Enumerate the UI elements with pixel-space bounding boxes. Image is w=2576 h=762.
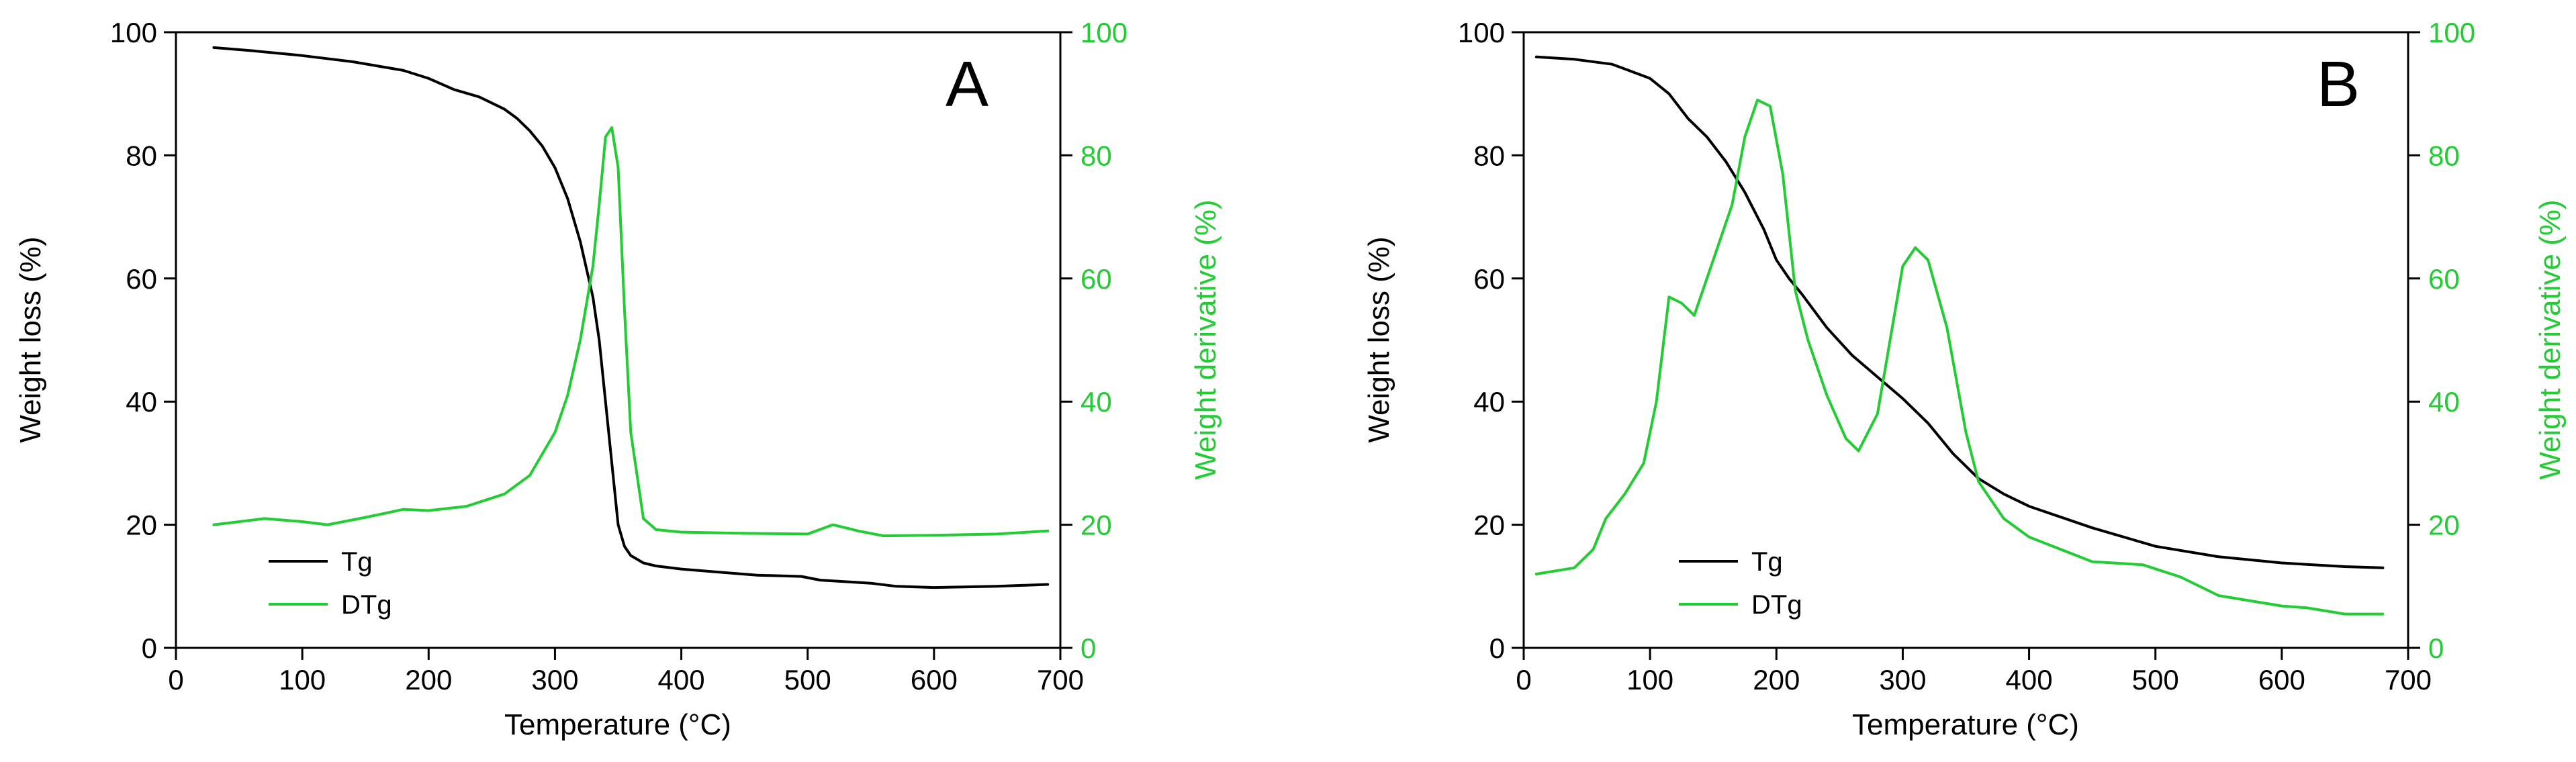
x-tick-label: 500 bbox=[2132, 664, 2179, 696]
x-tick-label: 400 bbox=[2006, 664, 2053, 696]
right-y-axis-ticks: 0 20 40 60 80 100 bbox=[2408, 17, 2475, 664]
left-y-tick-label: 80 bbox=[126, 140, 157, 171]
left-y-tick-label: 100 bbox=[110, 17, 157, 48]
chart-panel-b: 0 100 200 300 400 500 600 700 0 20 40 60 80 100 0 20 4… bbox=[1363, 17, 2567, 741]
series-layer bbox=[212, 46, 1050, 589]
right-y-tick-label: 0 bbox=[2428, 632, 2444, 664]
x-tick-label: 100 bbox=[279, 664, 326, 696]
x-tick-label: 300 bbox=[531, 664, 578, 696]
right-y-tick-label: 40 bbox=[2428, 386, 2460, 418]
right-y-tick-label: 60 bbox=[1080, 263, 1112, 295]
plot-frame bbox=[1522, 31, 2409, 649]
right-y-tick-label: 40 bbox=[1080, 386, 1112, 418]
right-y-tick-label: 0 bbox=[1080, 632, 1096, 664]
left-y-tick-label: 0 bbox=[142, 632, 157, 664]
x-tick-label: 200 bbox=[405, 664, 452, 696]
left-y-tick-label: 60 bbox=[1473, 263, 1505, 295]
series-line-tg bbox=[1534, 55, 2385, 569]
left-y-axis-ticks: 0 20 40 60 80 100 bbox=[1458, 17, 1524, 664]
left-y-tick-label: 60 bbox=[126, 263, 157, 295]
left-y-tick-label: 20 bbox=[126, 510, 157, 541]
panel-label: B bbox=[2317, 48, 2360, 120]
left-y-axis-ticks: 0 20 40 60 80 100 bbox=[110, 17, 176, 664]
series-layer bbox=[1534, 55, 2385, 616]
series-line-dtg bbox=[1534, 98, 2385, 616]
x-tick-label: 700 bbox=[2385, 664, 2432, 696]
x-tick-label: 600 bbox=[911, 664, 958, 696]
x-tick-label: 0 bbox=[168, 664, 183, 696]
right-y-tick-label: 20 bbox=[1080, 510, 1112, 541]
left-y-tick-label: 80 bbox=[1473, 140, 1505, 171]
plot-frame bbox=[175, 31, 1062, 649]
x-axis-title: Temperature (°C) bbox=[1852, 708, 2079, 741]
x-tick-label: 400 bbox=[658, 664, 705, 696]
right-y-axis-title: Weight derivative (%) bbox=[1189, 199, 1222, 479]
legend-label-dtg: DTg bbox=[341, 590, 392, 620]
right-y-tick-label: 100 bbox=[1080, 17, 1128, 48]
right-y-tick-label: 80 bbox=[2428, 140, 2460, 171]
x-tick-label: 300 bbox=[1879, 664, 1926, 696]
series-line-dtg bbox=[212, 126, 1050, 538]
x-axis-ticks: 0 100 200 300 400 500 600 700 bbox=[168, 648, 1084, 696]
x-tick-label: 600 bbox=[2258, 664, 2305, 696]
right-y-axis-ticks: 0 20 40 60 80 100 bbox=[1060, 17, 1128, 664]
right-y-tick-label: 60 bbox=[2428, 263, 2460, 295]
left-y-tick-label: 20 bbox=[1473, 510, 1505, 541]
left-y-axis-title: Weight loss (%) bbox=[1363, 236, 1395, 442]
legend-label-tg: Tg bbox=[341, 547, 373, 577]
x-tick-label: 200 bbox=[1753, 664, 1800, 696]
legend: Tg DTg bbox=[269, 547, 392, 620]
x-axis-title: Temperature (°C) bbox=[504, 708, 731, 741]
series-line-tg bbox=[212, 46, 1050, 589]
left-y-axis-title: Weight loss (%) bbox=[14, 236, 47, 442]
legend-label-dtg: DTg bbox=[1751, 590, 1802, 620]
x-axis-ticks: 0 100 200 300 400 500 600 700 bbox=[1516, 648, 2432, 696]
x-tick-label: 500 bbox=[784, 664, 831, 696]
right-y-axis-title: Weight derivative (%) bbox=[2534, 199, 2567, 479]
left-y-tick-label: 40 bbox=[126, 386, 157, 418]
left-y-tick-label: 40 bbox=[1473, 386, 1505, 418]
right-y-tick-label: 20 bbox=[2428, 510, 2460, 541]
right-y-tick-label: 100 bbox=[2428, 17, 2475, 48]
legend-label-tg: Tg bbox=[1751, 547, 1783, 577]
legend: Tg DTg bbox=[1679, 547, 1802, 620]
x-tick-label: 700 bbox=[1037, 664, 1084, 696]
x-tick-label: 0 bbox=[1516, 664, 1531, 696]
chart-panel-a: 0 100 200 300 400 500 600 700 0 20 40 60 80 100 0 20 4… bbox=[14, 17, 1222, 741]
left-y-tick-label: 0 bbox=[1489, 632, 1505, 664]
right-y-tick-label: 80 bbox=[1080, 140, 1112, 171]
left-y-tick-label: 100 bbox=[1458, 17, 1505, 48]
panel-label: A bbox=[946, 48, 988, 120]
x-tick-label: 100 bbox=[1626, 664, 1673, 696]
